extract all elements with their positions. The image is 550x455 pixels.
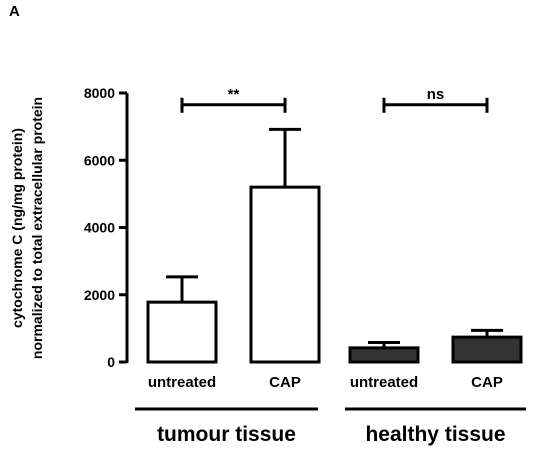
y-axis-label-line2: normalized to total extracellular protei… bbox=[29, 97, 45, 359]
category-label: untreated bbox=[148, 374, 216, 391]
x-axis-labels: untreated CAP untreated CAP bbox=[148, 374, 503, 391]
significance-label: ** bbox=[228, 86, 240, 103]
bar bbox=[249, 185, 321, 364]
bar bbox=[451, 335, 523, 364]
significance-brackets: ** ns bbox=[180, 86, 489, 113]
group-labels: tumour tissue healthy tissue bbox=[135, 407, 526, 446]
significance-label: ns bbox=[427, 86, 445, 103]
bars bbox=[146, 127, 523, 364]
panel-label: A bbox=[9, 3, 20, 20]
y-tick-label: 2000 bbox=[84, 287, 115, 303]
y-axis: 0 2000 4000 6000 8000 bbox=[84, 85, 129, 370]
y-tick-label: 6000 bbox=[84, 152, 115, 168]
y-tick-label: 0 bbox=[107, 354, 115, 370]
y-axis-label-line1: cytochrome C (ng/mg protein) bbox=[9, 128, 25, 328]
category-label: CAP bbox=[471, 374, 503, 391]
group-label: healthy tissue bbox=[365, 423, 505, 446]
category-label: CAP bbox=[269, 374, 301, 391]
y-tick-label: 8000 bbox=[84, 85, 115, 101]
group-label: tumour tissue bbox=[157, 423, 296, 446]
y-tick-label: 4000 bbox=[84, 220, 115, 236]
category-label: untreated bbox=[350, 374, 418, 391]
bar bbox=[348, 346, 420, 364]
bar bbox=[146, 300, 218, 364]
